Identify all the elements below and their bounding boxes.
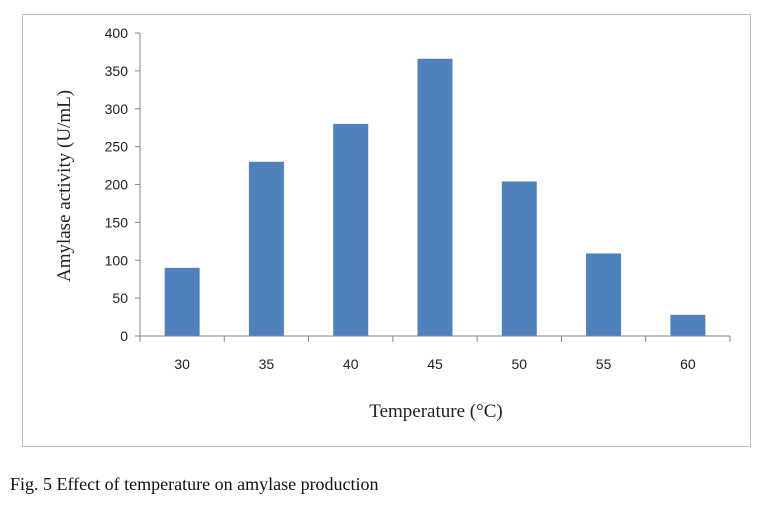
x-tick-label: 35 [259, 356, 275, 372]
y-tick-label: 400 [105, 25, 129, 41]
y-axis: 0 50 100 150 200 250 300 350 400 [105, 25, 141, 344]
y-tick-label: 350 [105, 63, 129, 79]
bar-35 [248, 161, 284, 336]
bar-30 [164, 267, 200, 336]
x-tick-label: 50 [511, 356, 527, 372]
bars [164, 58, 706, 337]
x-tick-label: 45 [427, 356, 443, 372]
y-tick-label: 100 [105, 252, 129, 268]
bar-45 [417, 58, 453, 336]
bar-50 [501, 181, 537, 336]
x-axis: 30 35 40 45 50 55 60 [139, 335, 731, 372]
x-tick-label: 60 [680, 356, 696, 372]
bar-55 [586, 253, 622, 336]
y-axis-title: Amylase activity (U/mL) [54, 90, 75, 282]
y-tick-label: 200 [105, 177, 129, 193]
y-tick-label: 50 [112, 290, 128, 306]
y-tick-label: 150 [105, 214, 129, 230]
chart-frame [22, 14, 751, 447]
y-tick-label: 0 [120, 328, 128, 344]
x-axis-title: Temperature (°C) [369, 401, 502, 422]
x-tick-label: 40 [343, 356, 359, 372]
figure-caption: Fig. 5 Effect of temperature on amylase … [10, 474, 379, 494]
bar-40 [333, 123, 369, 337]
bar-60 [670, 314, 706, 336]
y-tick-label: 250 [105, 139, 129, 155]
y-tick-label: 300 [105, 101, 129, 117]
x-tick-label: 55 [596, 356, 612, 372]
x-tick-label: 30 [174, 356, 190, 372]
